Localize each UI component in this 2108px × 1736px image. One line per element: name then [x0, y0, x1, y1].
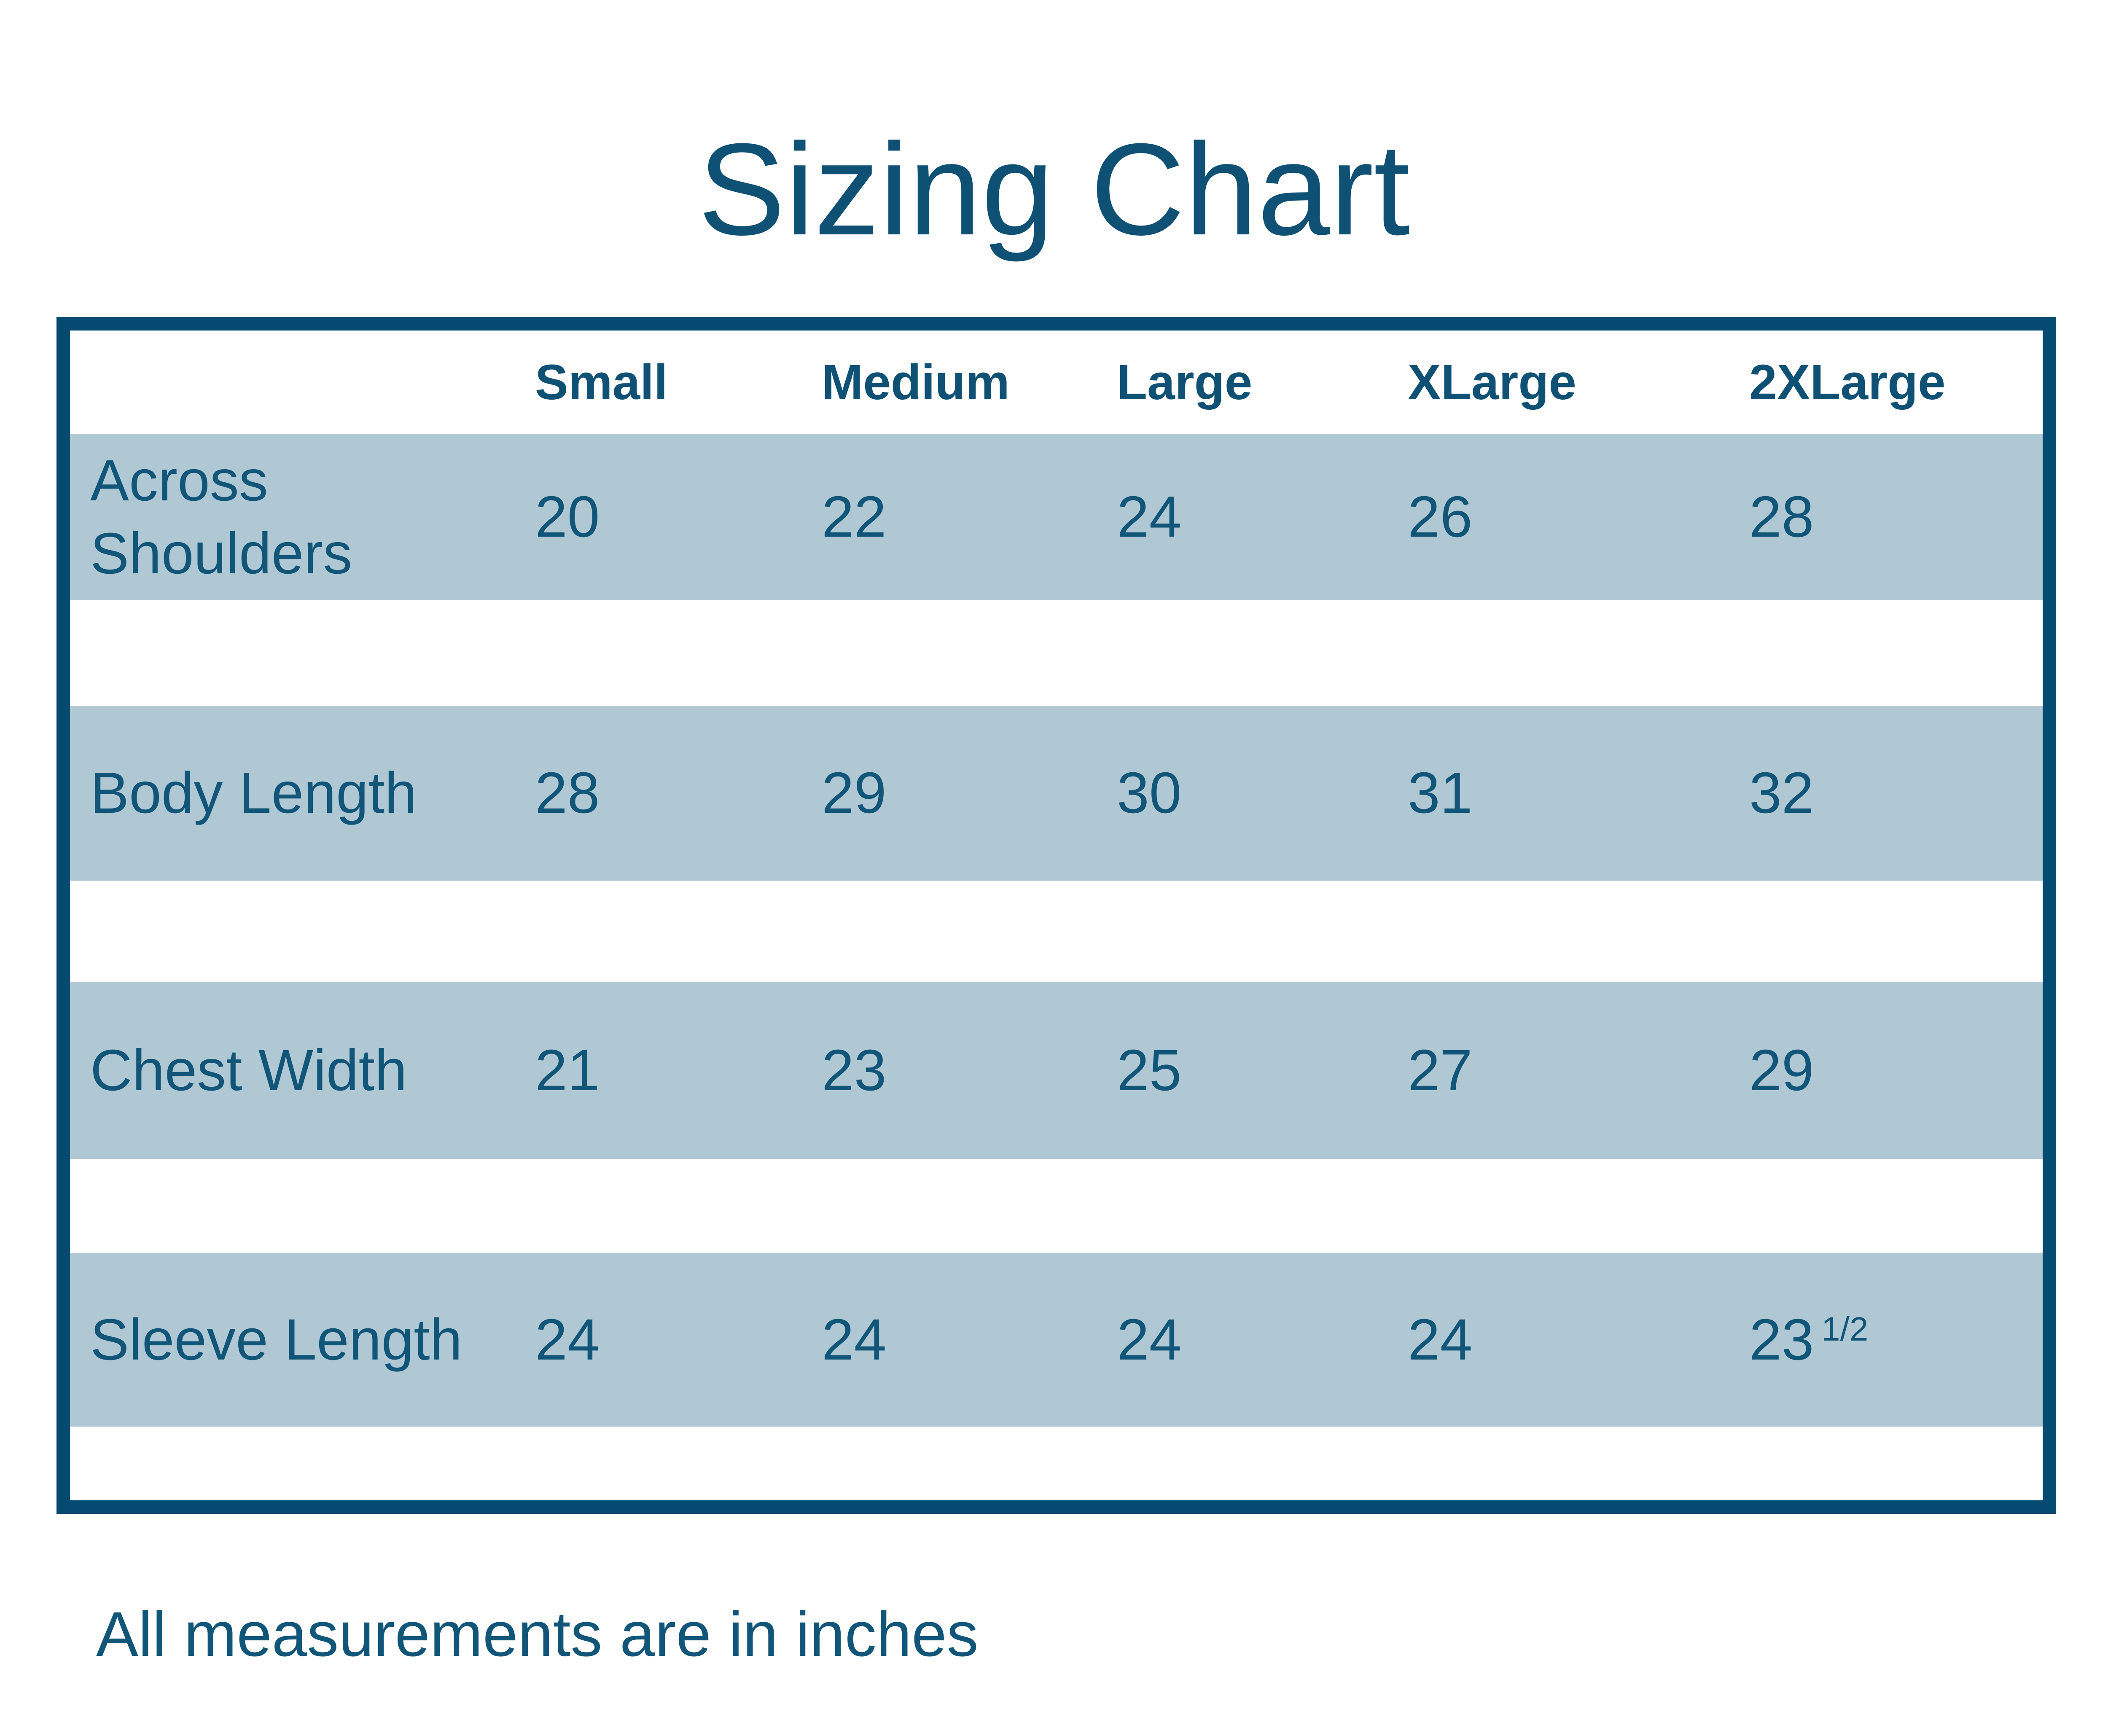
sizing-table: Small Medium Large XLarge 2XLarge Across…	[56, 317, 2056, 1514]
table-cell: 24	[1408, 1307, 1473, 1372]
table-cell: 24	[822, 1307, 887, 1372]
column-header-small: Small	[535, 354, 668, 410]
table-cell: 27	[1408, 1037, 1473, 1103]
table-cell-fraction: 23 1/2	[1749, 1306, 2043, 1373]
filler-row	[70, 1427, 2043, 1500]
row-label: Sleeve Length	[90, 1307, 462, 1372]
column-header-xlarge: XLarge	[1408, 354, 1577, 410]
table-cell: 24	[535, 1307, 600, 1372]
table-cell: 30	[1117, 761, 1182, 825]
whole-number: 23	[1749, 1307, 1814, 1372]
fraction-superscript: 1/2	[1821, 1310, 1869, 1348]
measurement-note: All measurements are in inches	[96, 1599, 979, 1669]
table-cell: 21	[535, 1037, 600, 1103]
table-cell: 25	[1117, 1037, 1182, 1103]
column-header-medium: Medium	[822, 354, 1010, 410]
table-cell: 28	[535, 761, 600, 825]
row-label: Chest Width	[90, 1037, 407, 1103]
column-header-2xlarge: 2XLarge	[1749, 354, 1946, 410]
table-cell: 32	[1749, 761, 1814, 825]
table-cell: 24	[1117, 1307, 1182, 1372]
table-row-sleeve-length: Sleeve Length 24 24 24 24 23 1/2	[70, 1253, 2043, 1427]
table-header-row: Small Medium Large XLarge 2XLarge	[70, 331, 2043, 434]
row-label: Body Length	[90, 761, 417, 826]
table-cell: 29	[822, 761, 887, 825]
table-cell: 28	[1749, 484, 1814, 549]
table-row-chest-width: Chest Width 21 23 25 27 29	[70, 982, 2043, 1159]
separator-row	[70, 881, 2043, 982]
separator-row	[70, 1159, 2043, 1253]
table-row-body-length: Body Length 28 29 30 31 32	[70, 706, 2043, 881]
table-cell: 22	[822, 484, 887, 549]
table-cell: 31	[1408, 761, 1473, 825]
table-cell: 29	[1749, 1037, 1814, 1103]
column-header-large: Large	[1117, 354, 1253, 410]
table-cell: 20	[535, 484, 600, 549]
table-cell: 26	[1408, 484, 1473, 549]
page-title: Sizing Chart	[698, 116, 1410, 262]
row-label: Across Shoulders	[90, 448, 352, 586]
table-cell: 23	[822, 1037, 887, 1103]
separator-row	[70, 600, 2043, 706]
table-row-across-shoulders: Across Shoulders 20 22 24 26 28	[70, 434, 2043, 600]
table-cell: 24	[1117, 484, 1182, 549]
